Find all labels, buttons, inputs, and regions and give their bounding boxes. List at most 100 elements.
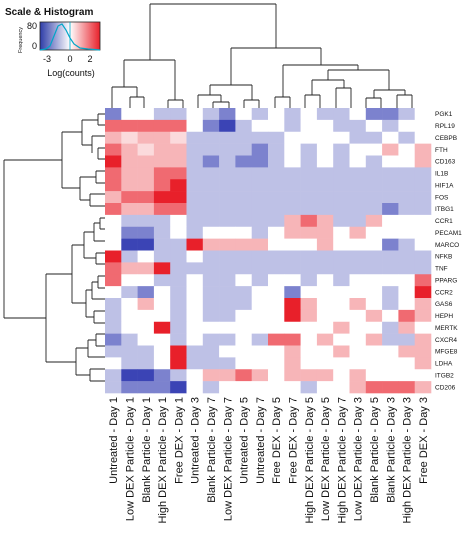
heatmap-cell xyxy=(382,381,399,394)
heatmap-cell xyxy=(186,119,204,133)
heatmap-cell xyxy=(153,333,171,346)
heatmap-cell xyxy=(365,369,383,382)
row-label: PECAM1 xyxy=(435,230,462,237)
heatmap-cell xyxy=(186,155,204,168)
heatmap-cell xyxy=(219,179,236,192)
heatmap-cell xyxy=(170,274,187,287)
heatmap-cell xyxy=(170,238,187,251)
heatmap-cell xyxy=(170,333,187,346)
heatmap-cell xyxy=(300,309,318,323)
heatmap-cell xyxy=(121,286,138,299)
heatmap-cell xyxy=(268,155,285,168)
heatmap-cell xyxy=(333,333,350,346)
heatmap-cell xyxy=(300,238,318,251)
heatmap-cell xyxy=(121,214,138,228)
heatmap-cell xyxy=(268,203,285,216)
heatmap-cell xyxy=(398,203,415,216)
heatmap-cell xyxy=(105,321,122,334)
heatmap-cell xyxy=(349,298,367,311)
heatmap-cell xyxy=(382,369,399,382)
heatmap-cell xyxy=(235,321,252,334)
heatmap-cell xyxy=(284,369,301,382)
heatmap-cell xyxy=(121,203,138,216)
heatmap-cell xyxy=(170,108,187,121)
heatmap-cell xyxy=(235,369,252,382)
heatmap-cell xyxy=(268,298,285,311)
heatmap-cell xyxy=(300,226,318,239)
heatmap-cell xyxy=(105,179,122,192)
heatmap-cell xyxy=(382,262,399,275)
heatmap-cell xyxy=(219,226,236,239)
heatmap-cell xyxy=(382,274,399,287)
heatmap-cell xyxy=(170,119,187,133)
heatmap-cell xyxy=(219,286,236,299)
heatmap-cell xyxy=(284,155,301,168)
heatmap-cell xyxy=(398,226,415,239)
heatmap-cell xyxy=(170,179,187,192)
heatmap-cell xyxy=(121,345,138,358)
heatmap-cell xyxy=(235,309,252,323)
heatmap-cell xyxy=(268,286,285,299)
row-labels: PGK1 RPL19 CEBPB FTH CD163 IL1B HIF1A FOS ITBG1 C… xyxy=(435,111,462,391)
heatmap-cell xyxy=(414,226,432,239)
heatmap-cell xyxy=(414,167,432,180)
heatmap-cell xyxy=(170,203,187,216)
heatmap-cell xyxy=(153,286,171,299)
row-label: ITBG1 xyxy=(435,206,454,213)
heatmap-cell xyxy=(153,357,171,370)
key-tick-0: 0 xyxy=(67,54,72,64)
heatmap-cell xyxy=(284,321,301,334)
heatmap-cell xyxy=(268,250,285,263)
heatmap-cell xyxy=(170,298,187,311)
heatmap-cell xyxy=(170,321,187,334)
heatmap-cell xyxy=(219,155,236,168)
heatmap-cell xyxy=(105,298,122,311)
heatmap-cell xyxy=(398,357,415,370)
heatmap-cell xyxy=(365,203,383,216)
row-label: GAS6 xyxy=(435,301,453,308)
heatmap-cell xyxy=(170,131,187,144)
heatmap-cell xyxy=(121,298,138,311)
heatmap-cell xyxy=(398,119,415,133)
heatmap-cell xyxy=(137,226,155,239)
heatmap-cell xyxy=(219,298,236,311)
heatmap-cell xyxy=(153,345,171,358)
heatmap-cell xyxy=(202,131,220,144)
heatmap-cell xyxy=(251,108,269,121)
heatmap-cell xyxy=(219,191,236,204)
heatmap-cell xyxy=(186,357,204,370)
heatmap-cell xyxy=(202,298,220,311)
heatmap-cell xyxy=(268,226,285,239)
heatmap-cell xyxy=(365,191,383,204)
heatmap-cell xyxy=(137,262,155,275)
heatmap-cell xyxy=(186,381,204,394)
key-tick-neg3: -3 xyxy=(43,54,51,64)
heatmap-cell xyxy=(300,262,318,275)
key-title: Scale & Histogram xyxy=(5,7,93,18)
heatmap-cell xyxy=(219,274,236,287)
heatmap-cell xyxy=(137,345,155,358)
heatmap-cell xyxy=(398,179,415,192)
heatmap-cell xyxy=(137,167,155,180)
heatmap-cell xyxy=(137,238,155,251)
heatmap-cell xyxy=(414,143,432,156)
heatmap-cell xyxy=(121,250,138,263)
heatmap-cell xyxy=(268,357,285,370)
heatmap-cell xyxy=(300,345,318,358)
heatmap-cell xyxy=(316,155,334,168)
heatmap-cell xyxy=(300,191,318,204)
heatmap-cell xyxy=(414,274,432,287)
key-xlabel: Log(counts) xyxy=(47,68,95,78)
heatmap-cell xyxy=(105,309,122,323)
heatmap-cell xyxy=(349,286,367,299)
heatmap-cell xyxy=(268,238,285,251)
heatmap-cell xyxy=(202,238,220,251)
heatmap-cell xyxy=(219,369,236,382)
heatmap-cell xyxy=(251,321,269,334)
heatmap-cell xyxy=(316,238,334,251)
column-label: Free DEX - Day 7 xyxy=(287,397,299,484)
key-frequency-label: Frequency xyxy=(18,27,24,53)
heatmap-cell xyxy=(414,345,432,358)
heatmap-cell xyxy=(105,286,122,299)
heatmap-cell xyxy=(137,108,155,121)
